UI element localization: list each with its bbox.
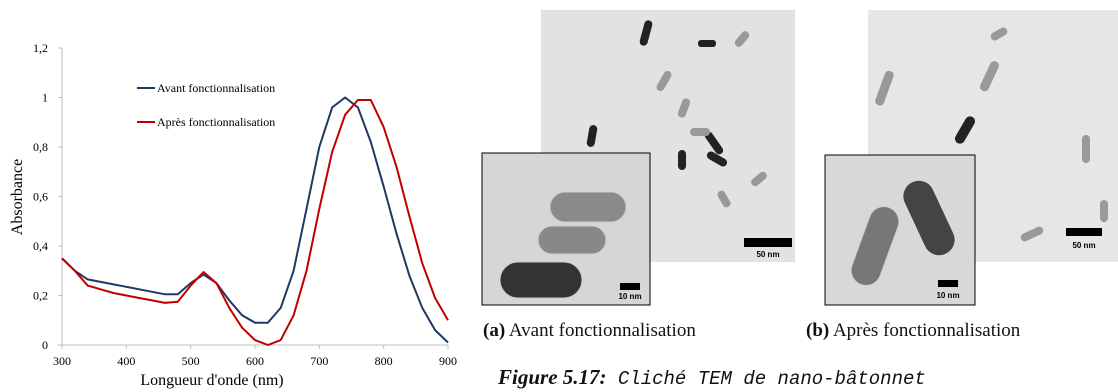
rods-light (656, 31, 767, 208)
y-tick-label: 0,2 (33, 289, 48, 303)
x-tick-label: 600 (246, 354, 264, 368)
x-tick-label: 800 (375, 354, 393, 368)
rod (537, 225, 607, 255)
rod (549, 191, 627, 223)
rod (499, 261, 583, 299)
tem-images: 50 nm 10 nm 50 nm 10 nm (481, 10, 1118, 306)
scale-bar (744, 238, 792, 247)
scale-bar (620, 283, 640, 290)
x-tick-label: 400 (117, 354, 135, 368)
scale-bar (938, 280, 958, 287)
subcaption-text: Avant fonctionnalisation (508, 320, 696, 341)
legend-label: Avant fonctionnalisation (157, 81, 275, 95)
legend-label: Après fonctionnalisation (157, 115, 275, 129)
figure-caption: Figure 5.17: Cliché TEM de nano-bâtonnet (498, 365, 926, 390)
scale-label: 10 nm (936, 291, 959, 300)
y-tick-label: 1,2 (33, 41, 48, 55)
x-tick-label: 300 (53, 354, 71, 368)
y-tick-label: 0,4 (33, 239, 48, 253)
subcaption-label: (b) (806, 320, 830, 341)
scale-label: 50 nm (1072, 241, 1095, 250)
y-tick-label: 0,6 (33, 190, 48, 204)
rods-light (875, 27, 1108, 242)
x-tick-label: 900 (439, 354, 457, 368)
scale-label: 10 nm (618, 292, 641, 301)
y-axis-label: Absorbance (9, 159, 26, 235)
data-line (61, 96, 449, 344)
data-line (61, 99, 449, 346)
rod (902, 179, 956, 257)
subcaption-text: Après fonctionnalisation (832, 320, 1021, 341)
scale-label: 50 nm (756, 250, 779, 259)
y-tick-label: 0 (42, 338, 48, 352)
rods (586, 20, 728, 170)
figure-caption-label: Figure 5.17: (498, 365, 607, 389)
scale-bar (1066, 228, 1102, 236)
y-tick-label: 0,8 (33, 140, 48, 154)
x-tick-label: 700 (310, 354, 328, 368)
rod (955, 116, 975, 144)
x-tick-label: 500 (182, 354, 200, 368)
chart: Longueur d'onde (nm) Absorbance 0 0,2 0,4 0… (9, 41, 457, 389)
x-axis-label: Longueur d'onde (nm) (140, 372, 283, 389)
subcaption: (a) Avant fonctionnalisation (483, 320, 696, 342)
subcaption: (b) Après fonctionnalisation (806, 320, 1020, 342)
y-tick-label: 1 (42, 91, 48, 105)
rod (850, 206, 900, 286)
figure-caption-text: Cliché TEM de nano-bâtonnet (617, 368, 926, 390)
subcaption-label: (a) (483, 320, 506, 341)
